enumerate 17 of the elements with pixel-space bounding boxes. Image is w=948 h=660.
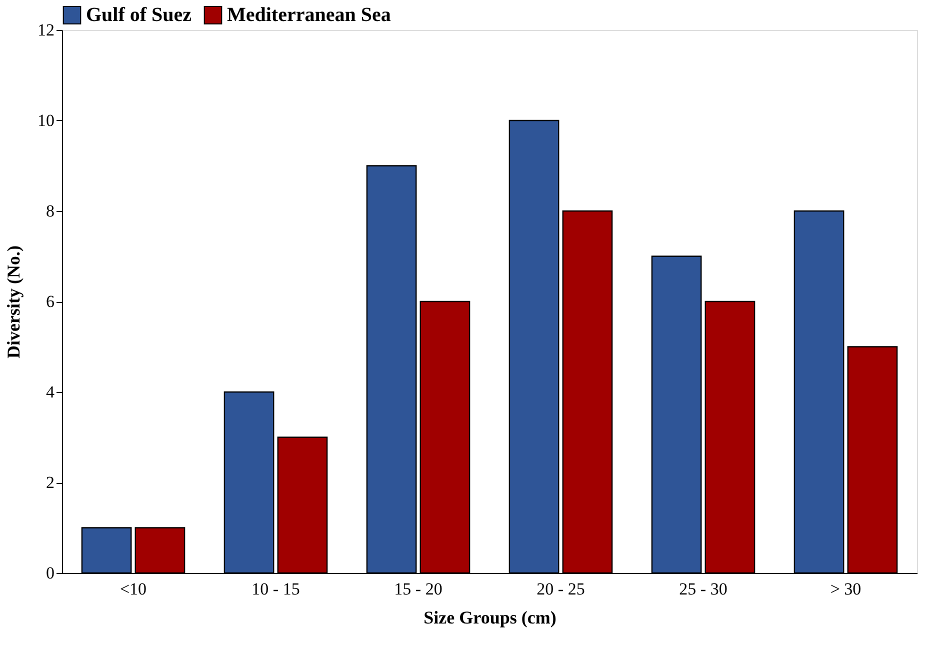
legend-label: Gulf of Suez [86,4,192,26]
x-tick-label: 20 - 25 [536,580,585,598]
y-tick-label: 0 [46,564,54,582]
y-tick-label: 8 [46,202,54,220]
x-tick-label: <10 [120,580,147,598]
x-tick-label: 25 - 30 [679,580,728,598]
y-tick-label: 2 [46,473,54,492]
legend-label: Mediterranean Sea [227,4,391,26]
y-tick-label: 10 [38,111,54,130]
x-tick-label: > 30 [830,580,862,598]
y-tick-label: 12 [38,20,54,40]
y-tick-label: 4 [46,382,55,402]
x-axis-title: Size Groups (cm) [424,608,556,628]
y-tick-label: 6 [46,292,54,311]
y-axis-title: Diversity (No.) [4,246,24,358]
x-tick-label: 15 - 20 [394,580,442,598]
x-tick-label: 10 - 15 [252,580,300,598]
